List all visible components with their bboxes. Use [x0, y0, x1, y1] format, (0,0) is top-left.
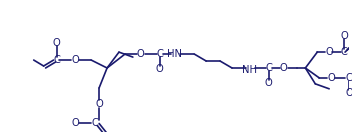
Text: O: O [156, 64, 164, 74]
Text: NH: NH [243, 65, 257, 75]
Text: C: C [156, 49, 163, 59]
Text: C: C [265, 63, 272, 73]
Text: O: O [265, 78, 272, 88]
Text: O: O [71, 55, 79, 65]
Text: O: O [345, 88, 352, 98]
Text: O: O [95, 99, 103, 109]
Text: C: C [92, 118, 99, 128]
Text: O: O [280, 63, 288, 73]
Text: O: O [325, 47, 333, 57]
Text: O: O [53, 38, 61, 48]
Text: O: O [71, 118, 79, 128]
Text: C: C [53, 55, 60, 65]
Text: C: C [346, 73, 352, 83]
Text: HN: HN [167, 49, 182, 59]
Text: O: O [340, 31, 348, 41]
Text: O: O [137, 49, 145, 59]
Text: C: C [341, 47, 347, 57]
Text: O: O [327, 73, 335, 83]
